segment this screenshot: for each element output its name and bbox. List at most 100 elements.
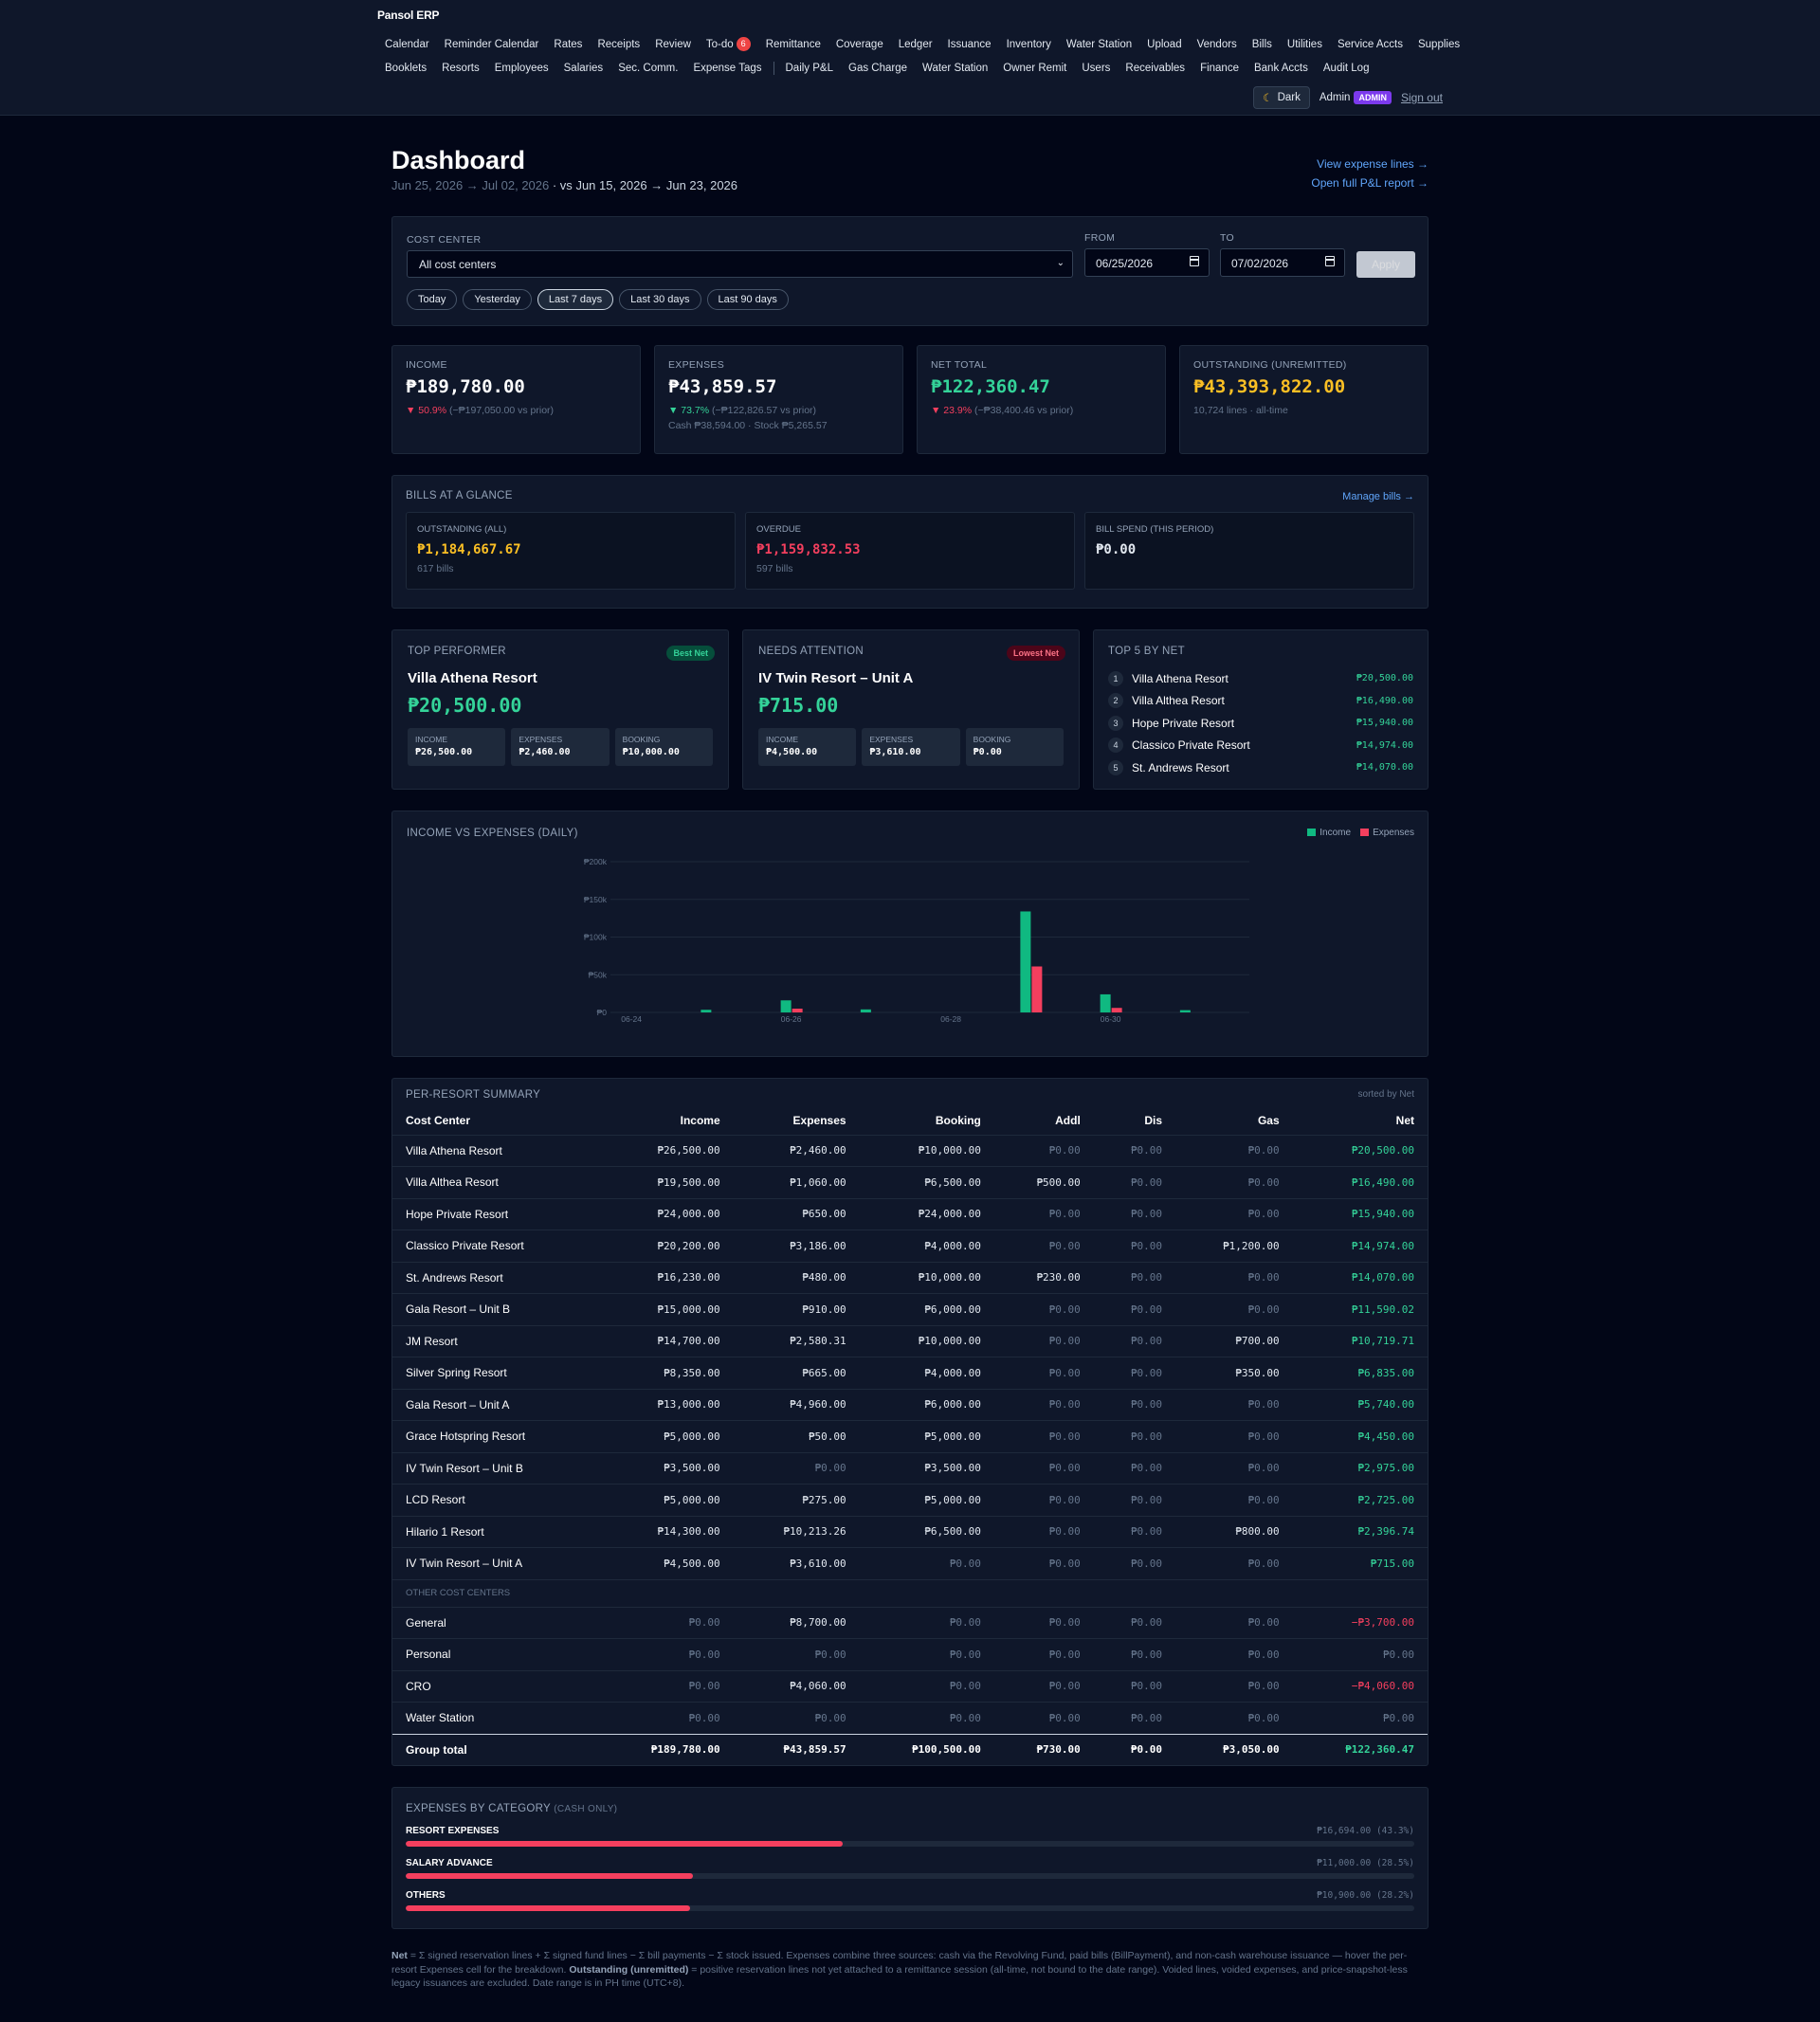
nav-rates[interactable]: Rates bbox=[546, 36, 590, 53]
nav-label: Upload bbox=[1147, 38, 1182, 50]
nav-resorts[interactable]: Resorts bbox=[434, 60, 487, 77]
nav-users[interactable]: Users bbox=[1074, 60, 1118, 77]
table-row[interactable]: Gala Resort – Unit B ₱15,000.00 ₱910.00 ₱6,… bbox=[392, 1293, 1428, 1325]
table-row[interactable]: Silver Spring Resort ₱8,350.00 ₱665.00 ₱4,0… bbox=[392, 1357, 1428, 1389]
table-row[interactable]: Gala Resort – Unit A ₱13,000.00 ₱4,960.00 ₱… bbox=[392, 1388, 1428, 1421]
nav-gas-charge[interactable]: Gas Charge bbox=[841, 60, 915, 77]
nav-receipts[interactable]: Receipts bbox=[590, 36, 647, 53]
preset-last-7-days[interactable]: Last 7 days bbox=[537, 289, 614, 310]
nav-to-do[interactable]: To-do 6 bbox=[699, 34, 758, 54]
table-row[interactable]: IV Twin Resort – Unit A ₱4,500.00 ₱3,610.0… bbox=[392, 1547, 1428, 1579]
table-row[interactable]: Hilario 1 Resort ₱14,300.00 ₱10,213.26 ₱6,5… bbox=[392, 1515, 1428, 1548]
table-row[interactable]: CRO ₱0.00 ₱4,060.00 ₱0.00 ₱0.00 ₱0.00 ₱0.00 −₱4… bbox=[392, 1669, 1428, 1703]
bar-income[interactable] bbox=[1020, 911, 1031, 1012]
nav-daily-p-l[interactable]: Daily P&L bbox=[778, 60, 842, 77]
nav-employees[interactable]: Employees bbox=[487, 60, 556, 77]
nav-reminder-calendar[interactable]: Reminder Calendar bbox=[437, 36, 547, 53]
nav-finance[interactable]: Finance bbox=[1192, 60, 1247, 77]
table-row[interactable]: LCD Resort ₱5,000.00 ₱275.00 ₱5,000.00 ₱0.00… bbox=[392, 1484, 1428, 1516]
table-row[interactable]: General ₱0.00 ₱8,700.00 ₱0.00 ₱0.00 ₱0.00 ₱0.0… bbox=[392, 1606, 1428, 1639]
nav-water-station[interactable]: Water Station bbox=[1059, 36, 1139, 53]
nav-coverage[interactable]: Coverage bbox=[828, 36, 891, 53]
nav-owner-remit[interactable]: Owner Remit bbox=[995, 60, 1074, 77]
category-bar-fill bbox=[406, 1905, 691, 1911]
column-header-booking[interactable]: Booking bbox=[935, 1113, 981, 1127]
nav-label: Salaries bbox=[563, 63, 604, 74]
nav-service-accts[interactable]: Service Accts bbox=[1330, 36, 1410, 53]
nav-water-station[interactable]: Water Station bbox=[915, 60, 995, 77]
role-badge: ADMIN bbox=[1354, 91, 1392, 104]
mini-stat-value: ₱10,000.00 bbox=[622, 747, 680, 757]
table-row[interactable]: St. Andrews Resort ₱16,230.00 ₱480.00 ₱10,0… bbox=[392, 1261, 1428, 1294]
calendar-icon[interactable] bbox=[1325, 256, 1335, 266]
bar-income[interactable] bbox=[780, 1000, 792, 1012]
column-header-addl[interactable]: Addl bbox=[1055, 1113, 1081, 1127]
bill-card-label: BILL SPEND (THIS PERIOD) bbox=[1096, 524, 1214, 535]
table-row[interactable]: Villa Athena Resort ₱26,500.00 ₱2,460.00 ₱1… bbox=[392, 1134, 1428, 1167]
preset-last-30-days[interactable]: Last 30 days bbox=[619, 289, 701, 310]
nav-review[interactable]: Review bbox=[647, 36, 699, 53]
nav-issuance[interactable]: Issuance bbox=[940, 36, 999, 53]
table-row[interactable]: Hope Private Resort ₱24,000.00 ₱650.00 ₱24,… bbox=[392, 1197, 1428, 1230]
bar-income[interactable] bbox=[1179, 1010, 1191, 1012]
nav-upload[interactable]: Upload bbox=[1139, 36, 1189, 53]
to-date-input[interactable]: 07/02/2026 bbox=[1220, 248, 1345, 277]
kpi-value: ₱43,859.57 bbox=[668, 376, 777, 397]
preset-last-90-days[interactable]: Last 90 days bbox=[706, 289, 789, 310]
table-row[interactable]: IV Twin Resort – Unit B ₱3,500.00 ₱0.00 ₱3,… bbox=[392, 1451, 1428, 1485]
top5-item[interactable]: 2 Villa Althea Resort ₱16,490.00 bbox=[1108, 690, 1413, 713]
column-header-cost-center[interactable]: Cost Center bbox=[406, 1113, 471, 1127]
nav-salaries[interactable]: Salaries bbox=[556, 60, 611, 77]
theme-toggle-button[interactable]: ☾ Dark bbox=[1253, 86, 1310, 109]
column-header-dis[interactable]: Dis bbox=[1144, 1113, 1163, 1127]
preset-yesterday[interactable]: Yesterday bbox=[463, 289, 532, 310]
category-bar-track bbox=[406, 1841, 1414, 1847]
table-row[interactable]: Water Station ₱0.00 ₱0.00 ₱0.00 ₱0.00 ₱0.00 ₱0… bbox=[392, 1702, 1428, 1734]
table-row[interactable]: Personal ₱0.00 ₱0.00 ₱0.00 ₱0.00 ₱0.00 ₱0.00 ₱0… bbox=[392, 1638, 1428, 1670]
nav-calendar[interactable]: Calendar bbox=[377, 36, 437, 53]
table-row[interactable]: Villa Althea Resort ₱19,500.00 ₱1,060.00 ₱6… bbox=[392, 1166, 1428, 1198]
manage-bills-link[interactable]: Manage bills → bbox=[1342, 491, 1414, 502]
cost-center-name: Grace Hotspring Resort bbox=[392, 1420, 599, 1452]
nav-vendors[interactable]: Vendors bbox=[1190, 36, 1245, 53]
top5-item[interactable]: 1 Villa Athena Resort ₱20,500.00 bbox=[1108, 667, 1413, 690]
bar-expenses[interactable] bbox=[1111, 1008, 1122, 1012]
nav-bank-accts[interactable]: Bank Accts bbox=[1247, 60, 1316, 77]
open-pl-report-link[interactable]: Open full P&L report → bbox=[1311, 176, 1429, 190]
top5-item[interactable]: 3 Hope Private Resort ₱15,940.00 bbox=[1108, 712, 1413, 735]
nav-supplies[interactable]: Supplies bbox=[1410, 36, 1467, 53]
column-header-expenses[interactable]: Expenses bbox=[792, 1113, 846, 1127]
view-expense-lines-link[interactable]: View expense lines → bbox=[1317, 157, 1429, 171]
bar-income[interactable] bbox=[860, 1009, 871, 1012]
calendar-icon[interactable] bbox=[1190, 256, 1199, 266]
nav-remittance[interactable]: Remittance bbox=[758, 36, 828, 53]
bar-income[interactable] bbox=[701, 1010, 712, 1012]
nav-sec-comm[interactable]: Sec. Comm. bbox=[610, 60, 685, 77]
nav-audit-log[interactable]: Audit Log bbox=[1316, 60, 1377, 77]
top5-item[interactable]: 5 St. Andrews Resort ₱14,070.00 bbox=[1108, 756, 1413, 779]
nav-utilities[interactable]: Utilities bbox=[1280, 36, 1330, 53]
nav-expense-tags[interactable]: Expense Tags bbox=[685, 60, 769, 77]
app-brand[interactable]: Pansol ERP bbox=[377, 9, 440, 22]
column-header-gas[interactable]: Gas bbox=[1257, 1113, 1280, 1127]
top5-item[interactable]: 4 Classico Private Resort ₱14,974.00 bbox=[1108, 735, 1413, 757]
cost-center-select[interactable]: All cost centers ⌄ bbox=[407, 250, 1073, 278]
bar-expenses[interactable] bbox=[1031, 966, 1043, 1012]
nav-receivables[interactable]: Receivables bbox=[1118, 60, 1192, 77]
from-date-input[interactable]: 06/25/2026 bbox=[1084, 248, 1210, 277]
column-header-net[interactable]: Net bbox=[1395, 1113, 1414, 1127]
sign-out-link[interactable]: Sign out bbox=[1400, 91, 1443, 104]
preset-today[interactable]: Today bbox=[407, 289, 458, 310]
cost-center-value: All cost centers bbox=[419, 258, 497, 271]
nav-booklets[interactable]: Booklets bbox=[377, 60, 434, 77]
nav-inventory[interactable]: Inventory bbox=[999, 36, 1059, 53]
table-row[interactable]: JM Resort ₱14,700.00 ₱2,580.31 ₱10,000.00 ₱0… bbox=[392, 1324, 1428, 1357]
table-row[interactable]: Classico Private Resort ₱20,200.00 ₱3,186.… bbox=[392, 1230, 1428, 1262]
bar-income[interactable] bbox=[1100, 993, 1111, 1012]
bar-expenses[interactable] bbox=[792, 1009, 803, 1012]
column-header-income[interactable]: Income bbox=[680, 1113, 720, 1127]
nav-bills[interactable]: Bills bbox=[1245, 36, 1280, 53]
apply-button[interactable]: Apply bbox=[1356, 251, 1415, 278]
nav-ledger[interactable]: Ledger bbox=[891, 36, 940, 53]
table-row[interactable]: Grace Hotspring Resort ₱5,000.00 ₱50.00 ₱5,… bbox=[392, 1420, 1428, 1452]
